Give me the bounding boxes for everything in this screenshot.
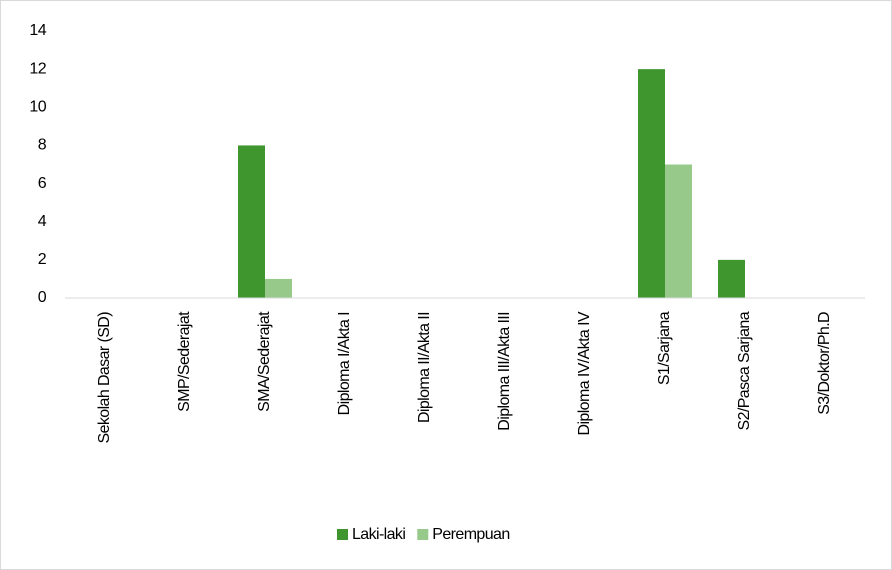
y-tick-label: 12	[29, 60, 46, 77]
x-tick-label: Diploma III/Akta III	[496, 312, 513, 431]
legend-label: Perempuan	[432, 526, 509, 543]
bar	[238, 145, 265, 298]
bar	[665, 164, 692, 298]
y-tick-label: 4	[38, 213, 47, 230]
bar	[265, 278, 292, 298]
y-tick-label: 14	[29, 22, 46, 39]
x-tick-label: S3/Doktor/Ph.D	[816, 312, 833, 415]
bar	[718, 259, 745, 298]
x-tick-label: SMA/Sederajat	[256, 311, 273, 412]
x-tick-label: S2/Pasca Sarjana	[736, 311, 753, 430]
y-tick-label: 6	[38, 175, 47, 192]
legend-label: Laki-laki	[352, 526, 405, 543]
bar	[638, 69, 665, 299]
y-tick-label: 0	[38, 289, 47, 306]
x-tick-label: S1/Sarjana	[656, 311, 673, 385]
x-tick-label: SMP/Sederajat	[176, 311, 193, 412]
x-tick-label: Sekolah Dasar (SD)	[96, 312, 113, 444]
legend-swatch	[337, 529, 348, 540]
y-tick-label: 2	[38, 251, 47, 268]
x-tick-label: Diploma II/Akta II	[416, 312, 433, 423]
x-tick-label: Diploma I/Akta I	[336, 312, 353, 415]
x-tick-label: Diploma IV/Akta IV	[576, 311, 593, 435]
y-tick-label: 10	[29, 99, 46, 116]
legend-swatch	[417, 529, 429, 540]
y-tick-label: 8	[38, 137, 47, 154]
